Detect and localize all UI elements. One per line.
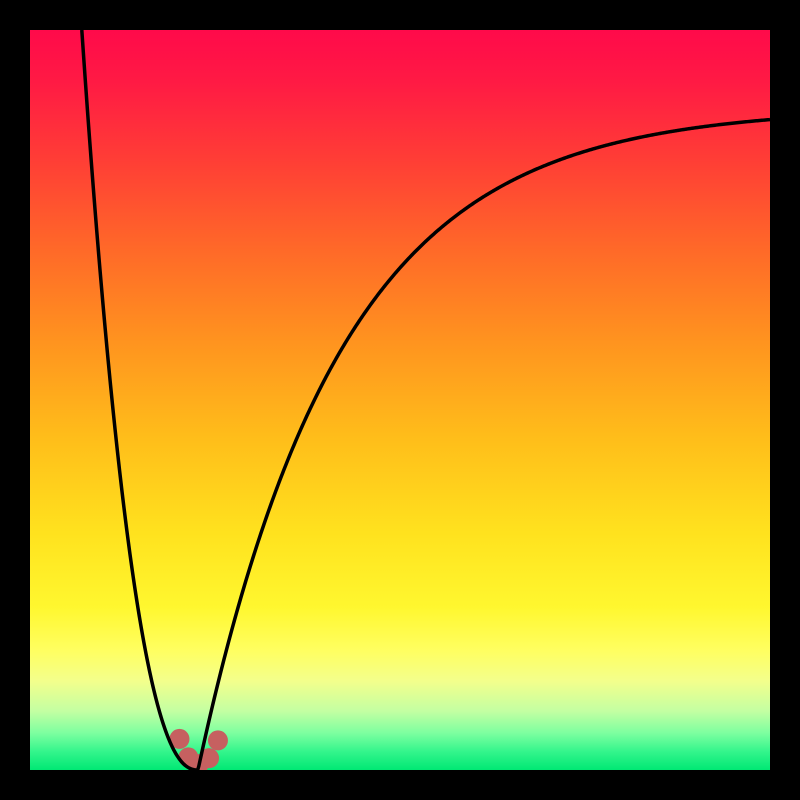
bottleneck-chart: [0, 0, 800, 800]
frame-border-left: [0, 0, 30, 800]
frame-border-right: [770, 0, 800, 800]
gradient-background: [30, 30, 770, 770]
frame-border-top: [0, 0, 800, 30]
valley-marker: [208, 730, 228, 750]
frame-border-bottom: [0, 770, 800, 800]
